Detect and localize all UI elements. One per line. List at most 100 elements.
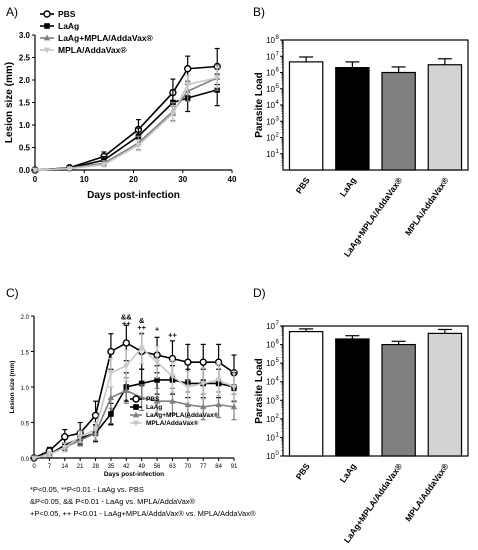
y-tick-exponent: 5 (276, 358, 280, 364)
data-point (184, 82, 191, 88)
y-tick-label: 0.5 (21, 422, 30, 428)
legend-swatch-marker (132, 395, 140, 403)
data-point (30, 455, 38, 462)
panel-label: B) (253, 5, 265, 19)
significance-annotation: ++ (122, 319, 131, 328)
y-tick-label: 10 (266, 52, 275, 61)
y-tick-label: 10 (266, 36, 275, 45)
y-tick-label: 2.0 (21, 315, 30, 321)
x-tick-label: 42 (123, 464, 130, 470)
x-tick-label: 40 (228, 175, 237, 184)
legend-swatch-marker (133, 404, 139, 410)
legend-label: LaAg (58, 21, 79, 31)
y-tick-label: 10 (266, 101, 275, 110)
x-category-label: PBS (294, 175, 312, 195)
data-point (76, 434, 84, 441)
legend-label: MPLA/AddaVax® (146, 419, 199, 427)
significance-annotation: * (125, 397, 128, 406)
data-point (184, 358, 192, 366)
x-category-label: LaAg (338, 175, 358, 198)
data-point (184, 401, 192, 408)
data-point (66, 166, 73, 173)
legend-label: MPLA/AddaVax® (58, 45, 127, 55)
data-point (153, 359, 161, 366)
y-tick-label: 0.0 (19, 166, 31, 175)
data-point (61, 444, 68, 451)
x-tick-label: 20 (129, 175, 138, 184)
x-category-label: LaAg (338, 461, 358, 484)
y-tick-label: 10 (266, 359, 275, 368)
x-tick-label: 0 (32, 464, 36, 470)
data-point (199, 358, 207, 366)
legend-swatch-marker (43, 34, 51, 41)
y-tick-label: 1.5 (19, 99, 31, 108)
x-tick-label: 14 (61, 464, 68, 470)
legend-label: LaAg+MPLA/AddaVax® (58, 33, 154, 43)
y-tick-exponent: 6 (276, 340, 280, 346)
data-point (183, 65, 192, 73)
y-tick-exponent: 2 (276, 133, 280, 139)
data-point (230, 403, 238, 410)
series-line (34, 76, 218, 171)
data-point (215, 401, 222, 408)
data-point (91, 411, 100, 420)
data-point (169, 111, 177, 118)
x-tick-label: 70 (185, 464, 192, 470)
data-point (31, 167, 39, 174)
x-tick-label: 84 (215, 464, 222, 470)
y-axis-label: Parasite Load (254, 72, 265, 138)
data-point (92, 427, 99, 433)
significance-annotation: + (155, 325, 160, 334)
data-point (135, 142, 142, 149)
data-point (138, 345, 145, 352)
y-tick-label: 10 (266, 415, 275, 424)
y-tick-label: 1.5 (21, 351, 30, 357)
x-category-label: MPLA/AddaVax® (403, 175, 451, 238)
data-point (46, 452, 53, 458)
x-tick-label: 49 (138, 464, 145, 470)
y-tick-exponent: 4 (276, 100, 280, 106)
y-tick-exponent: 7 (276, 321, 280, 327)
x-category-label: MPLA/AddaVax® (403, 461, 451, 524)
y-tick-label: 10 (266, 341, 275, 350)
y-tick-label: 3.0 (19, 31, 31, 40)
data-point (122, 339, 131, 347)
bar (335, 338, 370, 457)
x-tick-label: 91 (231, 464, 238, 470)
x-tick-label: 30 (178, 175, 187, 184)
plot-frame (282, 325, 469, 457)
bar (288, 61, 324, 171)
x-axis-label: Days post-infection (87, 190, 180, 201)
significance-annotation: ** (108, 421, 114, 430)
legend-swatch-marker (43, 10, 51, 18)
y-tick-exponent: 3 (276, 395, 280, 401)
y-tick-label: 2.5 (19, 54, 31, 63)
y-tick-exponent: 1 (276, 149, 280, 155)
x-tick-label: 56 (154, 464, 161, 470)
y-axis-label: Lesion size (mm) (9, 361, 16, 414)
y-tick-label: 10 (266, 378, 275, 387)
y-tick-label: 10 (266, 134, 275, 143)
x-tick-label: 21 (77, 464, 84, 470)
data-point (138, 380, 145, 387)
data-point (61, 433, 69, 441)
panel-label: C) (6, 286, 19, 300)
y-tick-label: 2.0 (19, 76, 31, 85)
legend-label: LaAg+MPLA/AddaVax® (146, 411, 219, 419)
y-axis-label: Parasite Load (254, 358, 265, 424)
x-tick-label: 35 (108, 464, 115, 470)
y-tick-exponent: 4 (276, 377, 280, 383)
series-line (34, 65, 218, 171)
significance-annotation: ++ (137, 323, 146, 332)
y-tick-exponent: 1 (276, 432, 280, 438)
legend-label: LaAg (146, 404, 162, 411)
bar (381, 343, 416, 457)
legend-label: PBS (58, 9, 76, 19)
legend-swatch-marker (132, 411, 140, 418)
data-point (154, 377, 160, 383)
significance-annotation: && (121, 313, 132, 322)
bar (427, 332, 463, 457)
x-tick-label: 0 (33, 175, 38, 184)
y-tick-label: 10 (266, 433, 275, 442)
